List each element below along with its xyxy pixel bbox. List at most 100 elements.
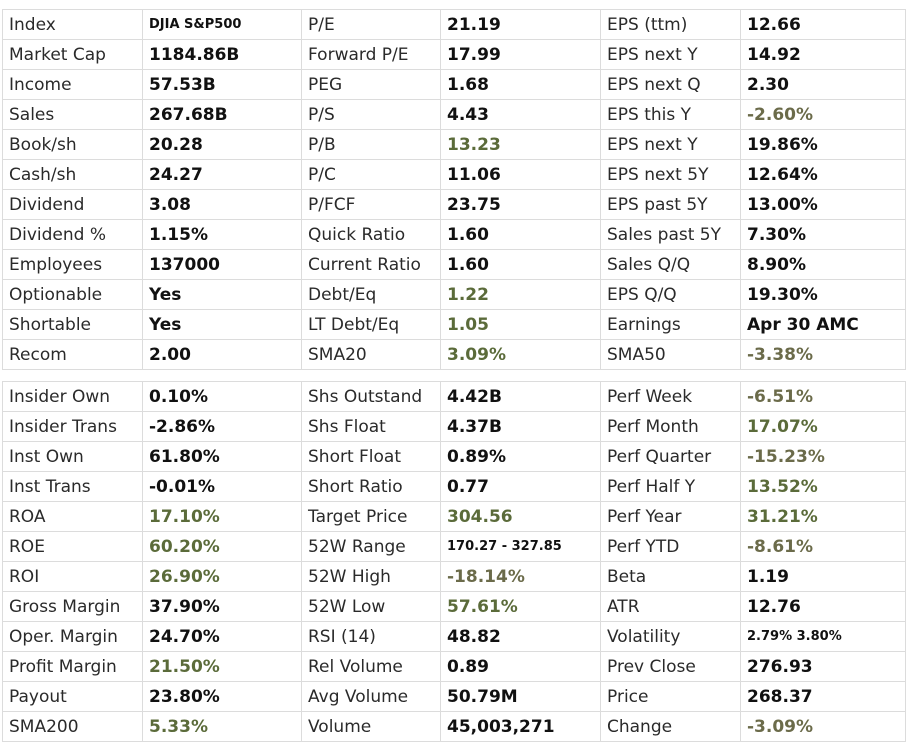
value-forward-p-e: 17.99 bbox=[440, 39, 601, 70]
value-perf-half-y: 13.52% bbox=[740, 471, 906, 502]
label-p-c: P/C bbox=[301, 159, 441, 190]
value-perf-quarter: -15.23% bbox=[740, 441, 906, 472]
label-optionable: Optionable bbox=[2, 279, 143, 310]
label-shs-outstand: Shs Outstand bbox=[301, 381, 441, 412]
table-row: ROE 60.20% 52W Range 170.27 - 327.85 Perf YT… bbox=[2, 531, 906, 562]
value-optionable: Yes bbox=[142, 279, 302, 310]
label-change: Change bbox=[600, 711, 741, 742]
value-volatility: 2.79% 3.80% bbox=[740, 621, 906, 652]
value-perf-ytd: -8.61% bbox=[740, 531, 906, 562]
label-lt-debt-eq: LT Debt/Eq bbox=[301, 309, 441, 340]
value-gross-margin: 37.90% bbox=[142, 591, 302, 622]
value-eps-next-y: 19.86% bbox=[740, 129, 906, 160]
value-quick-ratio: 1.60 bbox=[440, 219, 601, 250]
value-shs-float: 4.37B bbox=[440, 411, 601, 442]
label-eps-q-q: EPS Q/Q bbox=[600, 279, 741, 310]
label-volatility: Volatility bbox=[600, 621, 741, 652]
table-row: Optionable Yes Debt/Eq 1.22 EPS Q/Q 19.30% bbox=[2, 279, 906, 310]
label-shortable: Shortable bbox=[2, 309, 143, 340]
value-insider-trans: -2.86% bbox=[142, 411, 302, 442]
label-sales-past-5y: Sales past 5Y bbox=[600, 219, 741, 250]
label-peg: PEG bbox=[301, 69, 441, 100]
value-inst-trans: -0.01% bbox=[142, 471, 302, 502]
value-earnings: Apr 30 AMC bbox=[740, 309, 906, 340]
label-perf-year: Perf Year bbox=[600, 501, 741, 532]
value-short-ratio: 0.77 bbox=[440, 471, 601, 502]
table-row: Shortable Yes LT Debt/Eq 1.05 Earnings Apr 30… bbox=[2, 309, 906, 340]
label-eps-next-q: EPS next Q bbox=[600, 69, 741, 100]
value-profit-margin: 21.50% bbox=[142, 651, 302, 682]
fundamentals-table-bottom: Insider Own 0.10% Shs Outstand 4.42B Perf We… bbox=[2, 381, 906, 742]
label-p-e: P/E bbox=[301, 9, 441, 40]
label-insider-own: Insider Own bbox=[2, 381, 143, 412]
label-employees: Employees bbox=[2, 249, 143, 280]
table-row: Cash/sh 24.27 P/C 11.06 EPS next 5Y 12.64% bbox=[2, 159, 906, 190]
value-roe: 60.20% bbox=[142, 531, 302, 562]
label-recom: Recom bbox=[2, 339, 143, 370]
table-row: Inst Trans -0.01% Short Ratio 0.77 Perf Half… bbox=[2, 471, 906, 502]
value-p-c: 11.06 bbox=[440, 159, 601, 190]
value-rel-volume: 0.89 bbox=[440, 651, 601, 682]
value-inst-own: 61.80% bbox=[142, 441, 302, 472]
table-row: Insider Own 0.10% Shs Outstand 4.42B Perf We… bbox=[2, 381, 906, 412]
table-row: Sales 267.68B P/S 4.43 EPS this Y -2.60% bbox=[2, 99, 906, 130]
value-employees: 137000 bbox=[142, 249, 302, 280]
label-sma200: SMA200 bbox=[2, 711, 143, 742]
table-row: Insider Trans -2.86% Shs Float 4.37B Perf Mo… bbox=[2, 411, 906, 442]
label-forward-p-e: Forward P/E bbox=[301, 39, 441, 70]
label-shs-float: Shs Float bbox=[301, 411, 441, 442]
table-row: Gross Margin 37.90% 52W Low 57.61% ATR 12.76 bbox=[2, 591, 906, 622]
table-row: Book/sh 20.28 P/B 13.23 EPS next Y 19.86% bbox=[2, 129, 906, 160]
value-52w-range: 170.27 - 327.85 bbox=[440, 531, 601, 562]
label-gross-margin: Gross Margin bbox=[2, 591, 143, 622]
label-avg-volume: Avg Volume bbox=[301, 681, 441, 712]
label-eps-ttm: EPS (ttm) bbox=[600, 9, 741, 40]
label-insider-trans: Insider Trans bbox=[2, 411, 143, 442]
value-target-price: 304.56 bbox=[440, 501, 601, 532]
label-market-cap: Market Cap bbox=[2, 39, 143, 70]
label-perf-ytd: Perf YTD bbox=[600, 531, 741, 562]
value-eps-this-y: -2.60% bbox=[740, 99, 906, 130]
value-p-s: 4.43 bbox=[440, 99, 601, 130]
label-52w-range: 52W Range bbox=[301, 531, 441, 562]
value-current-ratio: 1.60 bbox=[440, 249, 601, 280]
label-volume: Volume bbox=[301, 711, 441, 742]
value-peg: 1.68 bbox=[440, 69, 601, 100]
table-row: Oper. Margin 24.70% RSI (14) 48.82 Volatilit… bbox=[2, 621, 906, 652]
value-market-cap: 1184.86B bbox=[142, 39, 302, 70]
label-dividend-pct: Dividend % bbox=[2, 219, 143, 250]
label-index: Index bbox=[2, 9, 143, 40]
table-row: Inst Own 61.80% Short Float 0.89% Perf Quart… bbox=[2, 441, 906, 472]
label-perf-week: Perf Week bbox=[600, 381, 741, 412]
label-sales-q-q: Sales Q/Q bbox=[600, 249, 741, 280]
label-rsi-14: RSI (14) bbox=[301, 621, 441, 652]
value-p-b: 13.23 bbox=[440, 129, 601, 160]
value-dividend: 3.08 bbox=[142, 189, 302, 220]
label-sales: Sales bbox=[2, 99, 143, 130]
value-perf-month: 17.07% bbox=[740, 411, 906, 442]
label-eps-next-y: EPS next Y bbox=[600, 129, 741, 160]
table-row: SMA200 5.33% Volume 45,003,271 Change -3.09% bbox=[2, 711, 906, 742]
label-short-ratio: Short Ratio bbox=[301, 471, 441, 502]
label-oper-margin: Oper. Margin bbox=[2, 621, 143, 652]
value-roi: 26.90% bbox=[142, 561, 302, 592]
label-rel-volume: Rel Volume bbox=[301, 651, 441, 682]
value-shortable: Yes bbox=[142, 309, 302, 340]
label-profit-margin: Profit Margin bbox=[2, 651, 143, 682]
label-beta: Beta bbox=[600, 561, 741, 592]
label-debt-eq: Debt/Eq bbox=[301, 279, 441, 310]
value-perf-week: -6.51% bbox=[740, 381, 906, 412]
label-short-float: Short Float bbox=[301, 441, 441, 472]
value-prev-close: 276.93 bbox=[740, 651, 906, 682]
label-inst-trans: Inst Trans bbox=[2, 471, 143, 502]
table-row: Dividend 3.08 P/FCF 23.75 EPS past 5Y 13.00% bbox=[2, 189, 906, 220]
label-atr: ATR bbox=[600, 591, 741, 622]
value-shs-outstand: 4.42B bbox=[440, 381, 601, 412]
value-debt-eq: 1.22 bbox=[440, 279, 601, 310]
label-current-ratio: Current Ratio bbox=[301, 249, 441, 280]
value-change: -3.09% bbox=[740, 711, 906, 742]
value-eps-ttm: 12.66 bbox=[740, 9, 906, 40]
label-roi: ROI bbox=[2, 561, 143, 592]
table-row: Index DJIA S&P500 P/E 21.19 EPS (ttm) 12.66 bbox=[2, 9, 906, 40]
label-p-fcf: P/FCF bbox=[301, 189, 441, 220]
